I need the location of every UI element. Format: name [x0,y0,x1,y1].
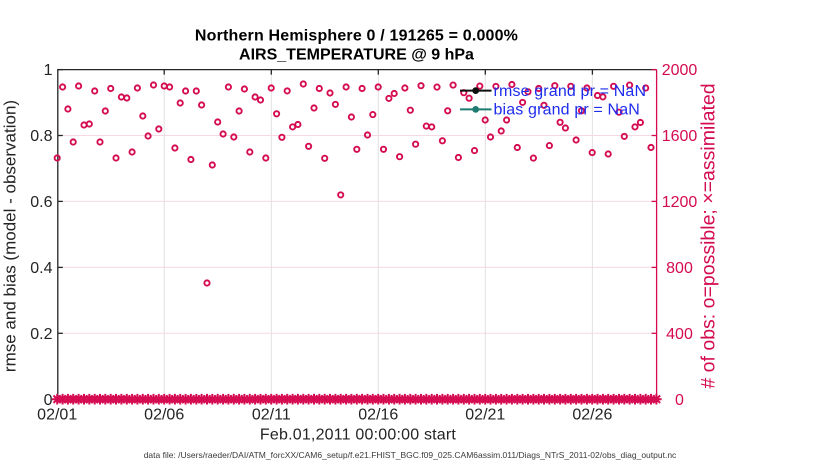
svg-text:0: 0 [675,392,684,409]
svg-text:0.2: 0.2 [30,326,52,343]
svg-text:0: 0 [44,392,53,409]
svg-text:1200: 1200 [662,194,698,211]
svg-text:rmse grand pr = NaN: rmse grand pr = NaN [494,83,647,100]
svg-text:0.8: 0.8 [30,128,52,145]
svg-text:2000: 2000 [662,62,698,79]
svg-text:rmse and bias (model - observa: rmse and bias (model - observation) [1,100,20,372]
svg-text:400: 400 [666,326,693,343]
svg-text:0.4: 0.4 [30,260,52,277]
svg-text:bias grand pr = NaN: bias grand pr = NaN [494,102,640,119]
svg-text:02/16: 02/16 [358,407,398,424]
svg-text:0.6: 0.6 [30,194,52,211]
svg-text:02/01: 02/01 [37,407,77,424]
svg-text:# of obs: o=possible; ×=assimi: # of obs: o=possible; ×=assimilated [698,83,720,388]
svg-text:Northern Hemisphere 0 / 191265: Northern Hemisphere 0 / 191265 = 0.000% [195,27,518,44]
svg-text:1: 1 [44,62,53,79]
svg-text:02/21: 02/21 [465,407,505,424]
svg-text:02/26: 02/26 [572,407,612,424]
svg-text:1600: 1600 [662,128,698,145]
svg-text:Feb.01,2011 00:00:00 start: Feb.01,2011 00:00:00 start [260,427,457,444]
svg-text:02/06: 02/06 [144,407,184,424]
svg-text:AIRS_TEMPERATURE @ 9 hPa: AIRS_TEMPERATURE @ 9 hPa [239,46,474,63]
svg-text:800: 800 [666,260,693,277]
svg-text:02/11: 02/11 [252,407,291,424]
svg-text:data file: /Users/raeder/DAI/A: data file: /Users/raeder/DAI/ATM_forcXX/… [144,450,677,460]
